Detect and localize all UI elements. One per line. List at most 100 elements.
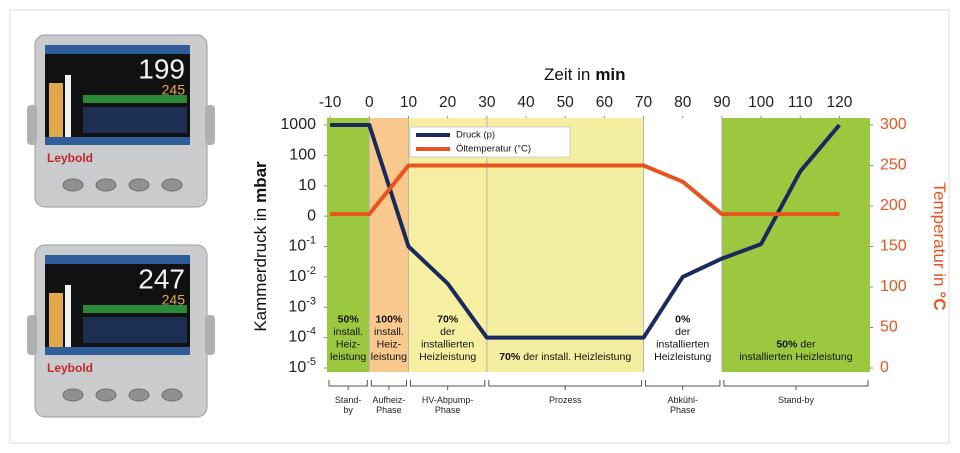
screen-footer: [45, 137, 190, 145]
x-axis-label-unit: min: [595, 65, 625, 84]
phase-text-line: Heiz-: [336, 338, 361, 350]
phase-name-line: Phase: [670, 405, 696, 415]
x-tick-label: 70: [635, 94, 653, 111]
phase-name-line: Stand-: [335, 395, 362, 405]
phase-power: 100%: [375, 313, 403, 325]
y2-tick-label: 200: [880, 197, 907, 214]
phase-text-line: der: [675, 326, 691, 338]
phase-text-line: installierten Heizleistung: [739, 351, 852, 363]
x-tick-label: 90: [713, 94, 731, 111]
y-tick-label: 10-5: [288, 356, 316, 376]
device: 199245Leybold: [27, 35, 215, 207]
phase-name: HV-Abpump-Phase: [422, 395, 474, 415]
phase-name: Abkühl-Phase: [667, 395, 698, 415]
y-tick-label: 10-2: [288, 265, 316, 285]
phase-bracket: [329, 380, 367, 386]
phase-text-line: der install. Heizleistung: [523, 351, 631, 363]
y2-tick-label: 0: [880, 359, 889, 376]
y2-tick-label: 300: [880, 116, 907, 133]
phase-name-line: Stand-by: [778, 395, 815, 405]
setpoint: 245: [162, 82, 186, 98]
phase-name: Aufheiz-Phase: [372, 395, 405, 415]
phase-text-line: install.: [374, 326, 404, 338]
phase-name: Stand-by: [778, 395, 815, 405]
phase-text-line: der: [800, 338, 816, 350]
y2-axis-label-text: Temperatur in: [930, 182, 949, 286]
y-tick-label: 10-3: [288, 295, 316, 315]
screen-footer: [45, 347, 190, 355]
phase-text-line: leistung: [371, 351, 407, 363]
phase-bracket: [410, 380, 484, 386]
y-tick-label: 0: [307, 207, 316, 224]
y2-axis-label-unit: °C: [930, 291, 949, 310]
y2-tick-label: 100: [880, 278, 907, 295]
x-tick-label: 40: [517, 94, 535, 111]
phase-name-line: Phase: [376, 405, 402, 415]
device-bezel-side: [27, 315, 37, 355]
brand: Leybold: [47, 361, 93, 375]
button: [63, 389, 83, 401]
device-bezel-side: [205, 105, 215, 145]
phase-bracket: [646, 380, 720, 386]
y2-axis-label: Temperatur in °C: [930, 182, 949, 310]
legend-label: Öltemperatur (°C): [456, 144, 531, 155]
phase-bracket: [489, 380, 642, 386]
y-tick-label: 100: [289, 147, 316, 164]
phase-band: [722, 118, 870, 372]
reading: 199: [138, 53, 185, 84]
setpoint: 245: [162, 292, 186, 308]
y2-tick-label: 50: [880, 319, 898, 336]
x-axis-label: Zeit inmin: [544, 65, 626, 84]
y-tick-label: 10: [298, 177, 316, 194]
button: [162, 179, 182, 191]
y-axis-label-text: Kammerdruck in: [251, 208, 270, 332]
phase-power: 70%: [499, 351, 521, 363]
button: [162, 389, 182, 401]
x-tick-label: 80: [674, 94, 692, 111]
phase-name: Prozess: [549, 395, 582, 405]
x-tick-label: 50: [557, 94, 575, 111]
phase-power: 50%: [338, 313, 360, 325]
x-tick-label: 10: [400, 94, 418, 111]
reading: 247: [138, 263, 185, 294]
x-tick-label: 0: [365, 94, 374, 111]
legend-label: Druck (p): [456, 130, 495, 141]
phase-power: 70%: [437, 313, 459, 325]
x-tick-label: -10: [319, 94, 342, 111]
y-tick-label: 10-1: [288, 234, 316, 254]
phase-bracket: [724, 380, 868, 386]
phase-name-line: by: [343, 405, 353, 415]
x-tick-label: 100: [748, 94, 774, 111]
phase-name: Stand-by: [335, 395, 362, 415]
screen-row: [83, 107, 187, 133]
phase-name-line: Prozess: [549, 395, 582, 405]
screen-bar: [65, 285, 71, 347]
page: 199245Leybold247245Leybold 50%install.He…: [0, 0, 960, 453]
phase-bracket: [371, 380, 406, 386]
chart: 50%install.Heiz-leistungStand-by100%inst…: [251, 65, 948, 415]
phase-text-line: leistung: [330, 351, 366, 363]
phase-text-line: installierten: [656, 338, 709, 350]
phase-text-line: der: [440, 326, 456, 338]
device-bezel-side: [205, 315, 215, 355]
phase-power: 0%: [675, 313, 691, 325]
y-tick-label: 1000: [280, 116, 316, 133]
phase-name-line: Aufheiz-: [372, 395, 405, 405]
y2-tick-label: 150: [880, 238, 907, 255]
phase-name-line: Abkühl-: [667, 395, 698, 405]
y-axis-label: Kammerdruck in mbar: [251, 161, 270, 332]
x-tick-label: 20: [439, 94, 457, 111]
phase-name-line: Phase: [435, 405, 461, 415]
y2-tick-label: 250: [880, 157, 907, 174]
button: [129, 179, 149, 191]
x-tick-label: 60: [596, 94, 614, 111]
x-tick-label: 110: [788, 94, 813, 111]
button: [96, 389, 116, 401]
screen-bar: [49, 293, 63, 347]
phase-power: 50%: [776, 338, 798, 350]
screen-bar: [49, 83, 63, 137]
button: [96, 179, 116, 191]
phase-text-line: Heizleistung: [419, 351, 476, 363]
y-axis-label-unit: mbar: [251, 161, 270, 203]
